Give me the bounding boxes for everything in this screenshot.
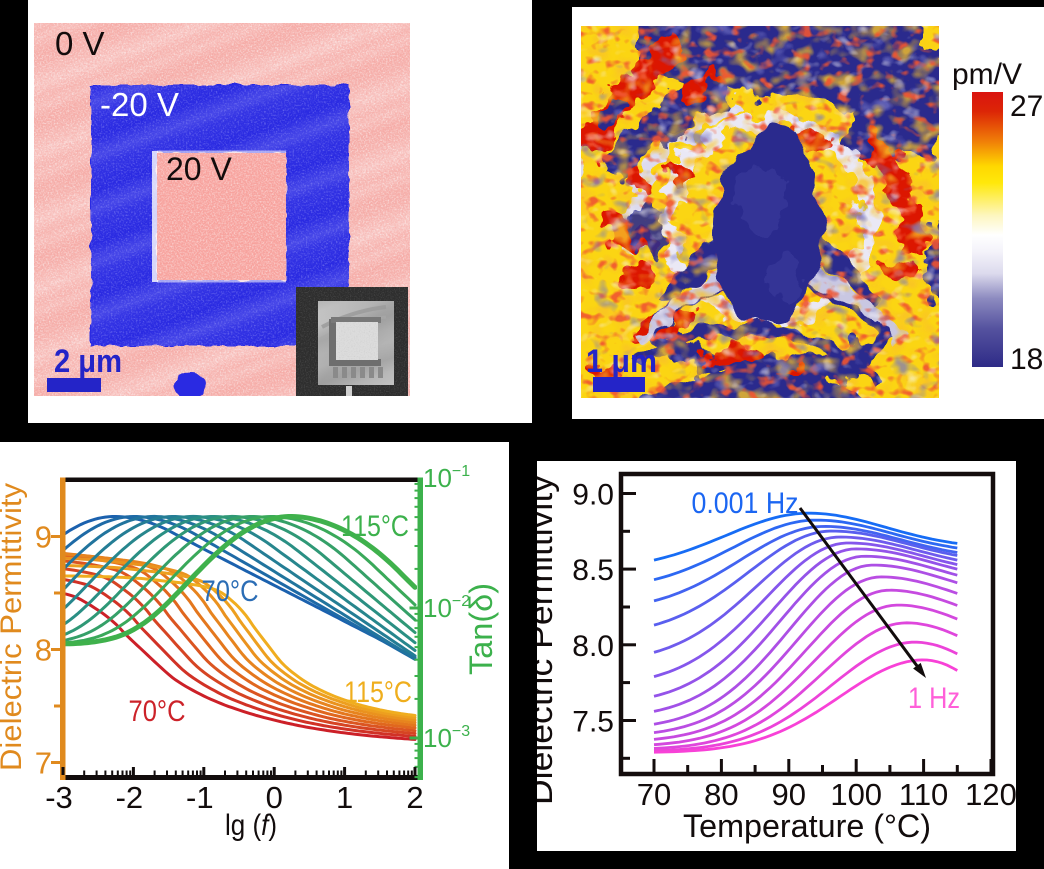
- svg-text:2 μm: 2 μm: [54, 343, 122, 379]
- svg-text:Temperature (°C): Temperature (°C): [683, 808, 931, 844]
- svg-text:1 μm: 1 μm: [586, 343, 657, 379]
- svg-text:20 V: 20 V: [166, 151, 232, 187]
- svg-text:110: 110: [899, 777, 948, 812]
- svg-text:115°C: 115°C: [344, 676, 412, 709]
- svg-text:0: 0: [266, 780, 283, 815]
- svg-text:1 Hz: 1 Hz: [908, 682, 960, 715]
- svg-text:70°C: 70°C: [129, 695, 186, 728]
- svg-text:8: 8: [35, 633, 52, 668]
- svg-text:9.0: 9.0: [572, 479, 614, 512]
- svg-text:115°C: 115°C: [341, 510, 409, 543]
- svg-text:Dielectric Permittivity: Dielectric Permittivity: [0, 483, 28, 771]
- svg-text:90: 90: [772, 777, 806, 812]
- svg-text:-20 V: -20 V: [100, 86, 179, 123]
- svg-text:7.5: 7.5: [572, 706, 614, 739]
- svg-text:10−2: 10−2: [423, 593, 470, 623]
- svg-text:Tan(δ): Tan(δ): [463, 583, 499, 675]
- svg-text:80: 80: [704, 777, 738, 812]
- svg-text:8.5: 8.5: [572, 554, 614, 587]
- svg-text:70: 70: [637, 777, 671, 812]
- svg-text:0.001 Hz: 0.001 Hz: [692, 487, 799, 520]
- svg-text:2: 2: [406, 780, 423, 815]
- svg-text:-2: -2: [116, 780, 144, 815]
- svg-text:8.0: 8.0: [572, 630, 614, 663]
- svg-text:1: 1: [336, 780, 353, 815]
- svg-text:18: 18: [1010, 343, 1043, 376]
- svg-text:0 V: 0 V: [55, 25, 105, 62]
- svg-text:27: 27: [1010, 90, 1043, 123]
- svg-text:-1: -1: [186, 780, 214, 815]
- svg-text:70°C: 70°C: [202, 575, 259, 608]
- svg-text:120: 120: [965, 777, 1016, 812]
- svg-text:9: 9: [35, 520, 52, 555]
- svg-text:100: 100: [830, 777, 882, 812]
- svg-text:-3: -3: [45, 780, 73, 815]
- svg-text:pm/V: pm/V: [952, 58, 1022, 91]
- svg-text:7: 7: [35, 746, 52, 781]
- svg-text:Dielectric Permittivity: Dielectric Permittivity: [537, 475, 560, 805]
- svg-text:lg (f): lg (f): [225, 809, 277, 842]
